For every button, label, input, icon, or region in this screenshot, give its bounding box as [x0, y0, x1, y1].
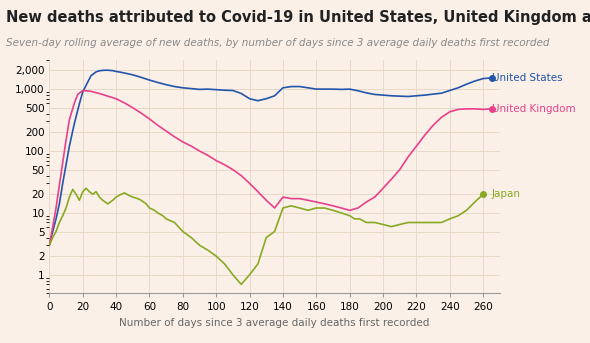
- Text: United States: United States: [491, 73, 562, 83]
- Text: Seven-day rolling average of new deaths, by number of days since 3 average daily: Seven-day rolling average of new deaths,…: [6, 38, 549, 48]
- X-axis label: Number of days since 3 average daily deaths first recorded: Number of days since 3 average daily dea…: [119, 318, 430, 328]
- Text: United Kingdom: United Kingdom: [491, 104, 575, 114]
- Text: Japan: Japan: [491, 189, 520, 199]
- Text: New deaths attributed to Covid-19 in United States, United Kingdom and Japan: New deaths attributed to Covid-19 in Uni…: [6, 10, 590, 25]
